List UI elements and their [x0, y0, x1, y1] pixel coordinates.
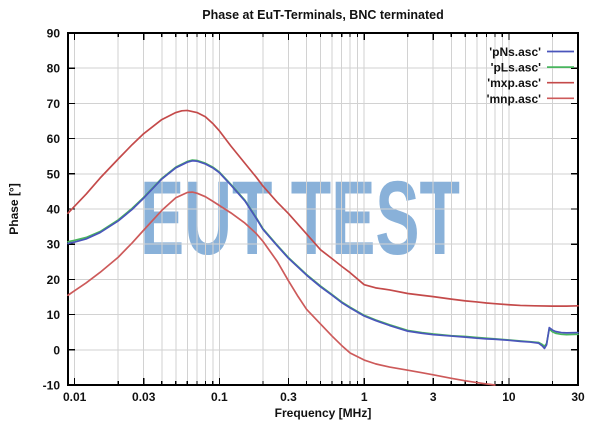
watermark-text: EUT TEST: [140, 160, 460, 277]
y-axis-title: Phase [°]: [7, 183, 21, 235]
y-tick-label: 80: [47, 62, 61, 76]
y-tick-label: 60: [47, 132, 61, 146]
y-tick-label: 50: [47, 167, 61, 181]
x-tick-label: 0.3: [280, 390, 297, 404]
x-tick-label: 10: [502, 390, 516, 404]
legend-label: 'mxp.asc': [487, 76, 541, 90]
y-tick-label: 90: [47, 27, 61, 41]
series-line-mxp.asc: [67, 109, 579, 307]
y-tick-label: 30: [47, 238, 61, 252]
chart-title: Phase at EuT-Terminals, BNC terminated: [202, 8, 444, 22]
y-tick-label: 0: [53, 343, 60, 357]
x-tick-label: 30: [571, 390, 585, 404]
x-tick-label: 0.1: [211, 390, 228, 404]
x-tick-label: 0.03: [132, 390, 156, 404]
legend-label: 'mnp.asc': [487, 92, 542, 106]
y-tick-label: 20: [47, 273, 61, 287]
legend-label: 'pLs.asc': [491, 61, 542, 75]
legend-label: 'pNs.asc': [489, 45, 541, 59]
y-tick-label: -10: [43, 379, 61, 393]
y-tick-label: 70: [47, 97, 61, 111]
series-line-pNs.asc: [67, 159, 579, 350]
x-tick-label: 0.01: [63, 390, 87, 404]
x-tick-label: 1: [361, 390, 368, 404]
x-tick-label: 3: [430, 390, 437, 404]
y-tick-label: 10: [47, 308, 61, 322]
x-axis-title: Frequency [MHz]: [274, 406, 372, 420]
y-tick-label: 40: [47, 203, 61, 217]
series-line-mnp.asc: [67, 191, 496, 386]
